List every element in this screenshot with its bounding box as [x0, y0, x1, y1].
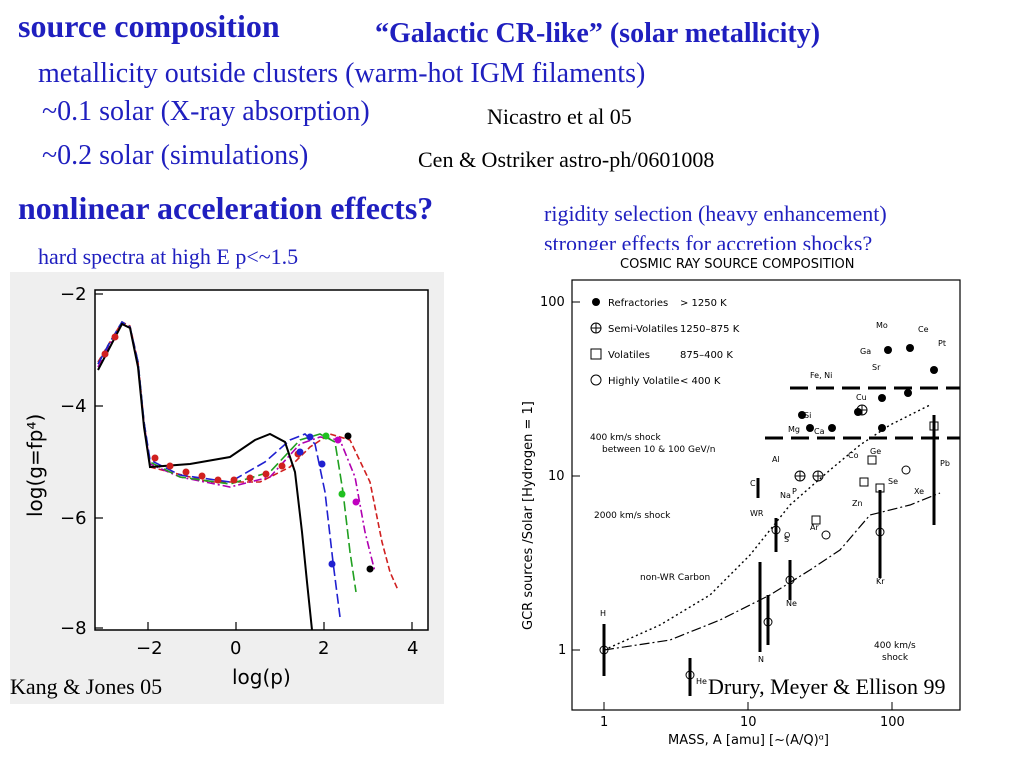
left-xlabel: log(p) [232, 665, 291, 689]
annotation-2000-shock: 2000 km/s shock [594, 511, 671, 521]
svg-text:Mo: Mo [876, 321, 888, 330]
metallicity-line: metallicity outside clusters (warm-hot I… [38, 58, 646, 89]
annotation-non-wr-carbon: non-WR Carbon [640, 573, 710, 583]
svg-text:Co: Co [848, 451, 859, 460]
left-xtick-4: 4 [407, 638, 418, 659]
svg-text:Kr: Kr [876, 577, 885, 586]
svg-text:Volatiles: Volatiles [608, 350, 650, 361]
annotation-400-shock: 400 km/s shock [590, 433, 661, 443]
right-plot-frame [571, 279, 961, 711]
svg-text:P: P [792, 487, 797, 496]
svg-text:Ca: Ca [814, 427, 825, 436]
svg-text:C: C [750, 479, 756, 488]
right-error-bars [602, 415, 936, 696]
svg-text:Se: Se [888, 477, 898, 486]
right-open-markers [599, 404, 939, 680]
svg-text:Fe, Ni: Fe, Ni [810, 371, 832, 380]
right-xtick-1: 1 [600, 715, 608, 730]
svg-text:Highly Volatile: Highly Volatile [608, 376, 680, 387]
svg-text:Mg: Mg [788, 425, 800, 434]
svg-text:Semi-Volatiles: Semi-Volatiles [608, 324, 678, 335]
right-plot-title: COSMIC RAY SOURCE COMPOSITION [620, 257, 855, 272]
heading-source-composition: source composition [18, 8, 280, 44]
right-ylabel: GCR sources /Solar [Hydrogen = 1] [521, 401, 536, 630]
svg-text:Ce: Ce [918, 325, 929, 334]
ref-nicastro: Nicastro et al 05 [487, 104, 632, 129]
left-ytick-3: −6 [60, 508, 87, 529]
left-plot-frame [94, 289, 429, 631]
svg-text:< 400 K: < 400 K [680, 376, 721, 387]
right-refractory-markers [798, 344, 938, 432]
right-ytick-2: 10 [548, 469, 565, 484]
svg-text:1250–875 K: 1250–875 K [680, 324, 740, 335]
note-hard-spectra: hard spectra at high E p<~1.5 [38, 244, 299, 269]
svg-text:Ar: Ar [810, 523, 819, 532]
svg-text:> 1250 K: > 1250 K [680, 298, 727, 309]
annotation-400-shock-lower-2: shock [882, 653, 909, 663]
ref-cen-ostriker: Cen & Ostriker astro-ph/0601008 [418, 147, 715, 172]
right-ytick-1: 100 [540, 295, 565, 310]
right-figure: COSMIC RAY SOURCE COMPOSITION 100 10 1 1… [510, 250, 970, 755]
annotation-400-shock-range: between 10 & 100 GeV/n [602, 445, 715, 455]
svg-text:Al: Al [772, 455, 780, 464]
left-ytick-2: −4 [60, 396, 87, 417]
svg-text:Xe: Xe [914, 487, 924, 496]
annotation-400-shock-lower: 400 km/s [874, 641, 916, 651]
svg-text:Pt: Pt [938, 339, 946, 348]
svg-text:Cu: Cu [856, 393, 867, 402]
svg-text:875–400 K: 875–400 K [680, 350, 733, 361]
left-ytick-1: −2 [60, 284, 87, 305]
left-data-dots [101, 333, 374, 573]
right-plot-svg: COSMIC RAY SOURCE COMPOSITION 100 10 1 1… [521, 257, 961, 748]
svg-text:Refractories: Refractories [608, 298, 668, 309]
svg-text:Zn: Zn [852, 499, 863, 508]
right-ytick-3: 1 [558, 643, 566, 658]
heading-nonlinear: nonlinear acceleration effects? [18, 190, 434, 226]
heading-galactic-note: “Galactic CR-like” (solar metallicity) [375, 18, 821, 49]
left-xtick-3: 2 [318, 638, 329, 659]
svg-text:Na: Na [780, 491, 791, 500]
svg-text:H: H [600, 609, 606, 618]
svg-text:Pb: Pb [940, 459, 950, 468]
caption-drury: Drury, Meyer & Ellison 99 [708, 674, 946, 700]
right-xtick-3: 100 [880, 715, 905, 730]
note-rigidity: rigidity selection (heavy enhancement) [544, 201, 887, 226]
left-ytick-4: −8 [60, 618, 87, 639]
svg-text:Sr: Sr [872, 363, 881, 372]
left-xtick-2: 0 [230, 638, 241, 659]
svg-text:Ge: Ge [870, 447, 881, 456]
caption-kang-jones: Kang & Jones 05 [10, 674, 163, 699]
svg-text:S: S [784, 535, 789, 544]
left-ylabel: log(g=fp⁴) [23, 414, 47, 517]
svg-text:Ne: Ne [786, 599, 797, 608]
svg-text:Si: Si [804, 411, 811, 420]
left-xtick-1: −2 [136, 638, 163, 659]
right-legend: Refractories > 1250 K Semi-Volatiles 1250–… [590, 298, 740, 387]
left-plot-svg: −2 0 2 4 −2 −4 −6 −8 log(p) log(g=fp⁴) [23, 284, 429, 689]
xray-line: ~0.1 solar (X-ray absorption) [42, 96, 370, 127]
svg-text:WR: WR [750, 509, 764, 518]
svg-text:O: O [784, 531, 790, 540]
svg-text:He: He [696, 677, 707, 686]
right-xlabel: MASS, A [amu] [~(A/Q)ᵅ] [668, 733, 829, 748]
simulation-line: ~0.2 solar (simulations) [42, 140, 309, 171]
left-figure: −2 0 2 4 −2 −4 −6 −8 log(p) log(g=fp⁴) [10, 272, 444, 704]
svg-text:Ga: Ga [860, 347, 871, 356]
svg-text:N: N [758, 655, 764, 664]
right-xtick-2: 10 [740, 715, 757, 730]
